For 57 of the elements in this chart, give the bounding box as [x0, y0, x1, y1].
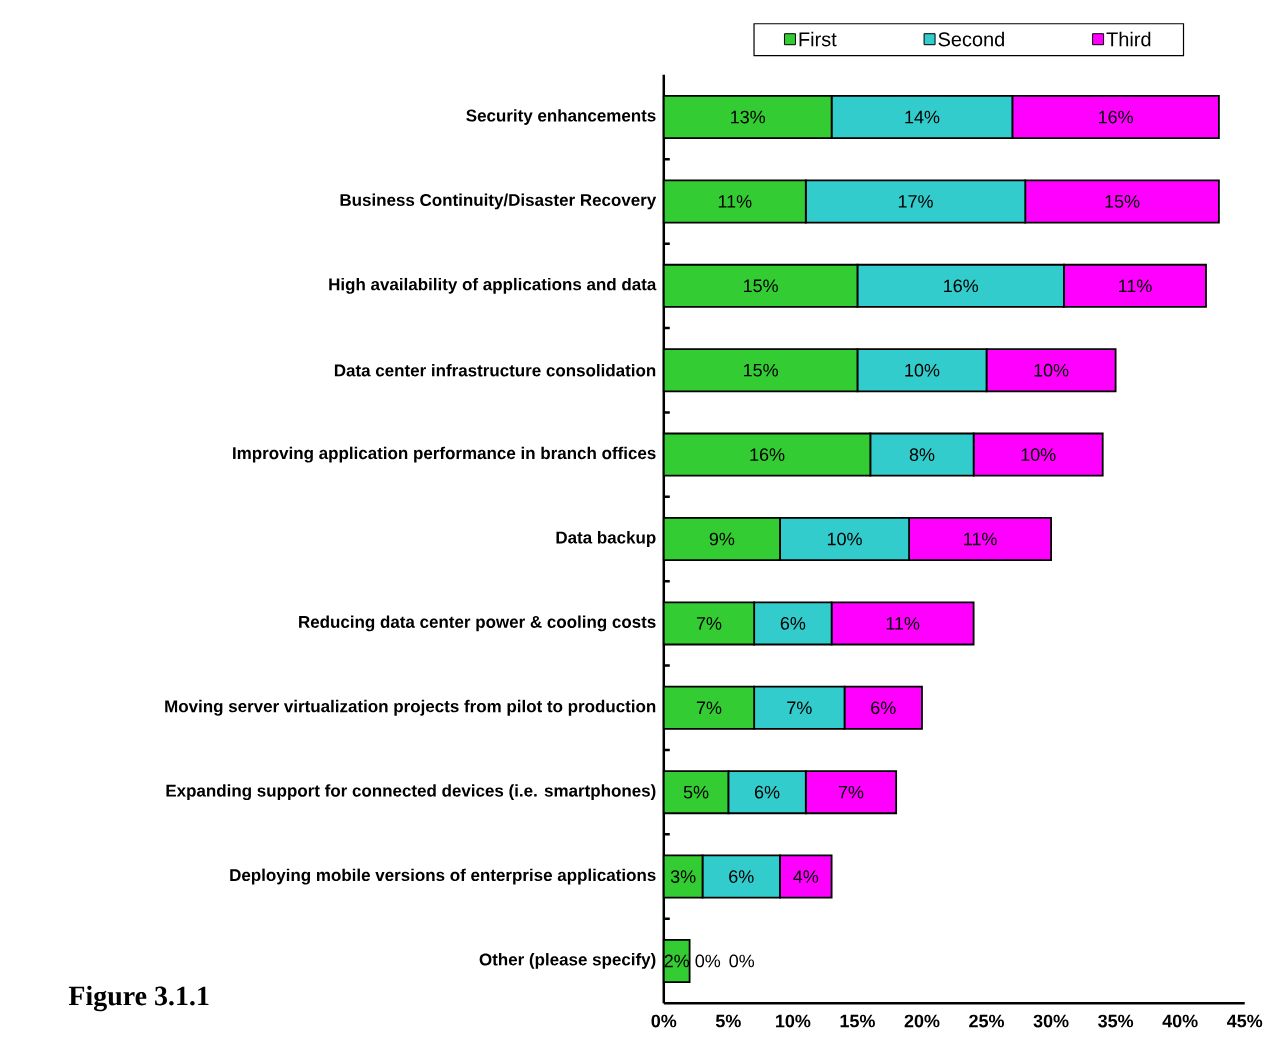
y-tick-label: Expanding support for connected devices (i.e. smartphones): [166, 784, 656, 801]
caption: Figure 3.1.1: [68, 985, 209, 1012]
data-label: 15%: [1105, 195, 1140, 208]
x-tick-label: 45%: [1227, 1014, 1263, 1028]
y-tick-label: Security enhancements: [466, 109, 656, 125]
data-label: 6%: [871, 701, 896, 715]
y-tick-label: High availability of applications and data: [329, 277, 657, 294]
y-tick-label: Reducing data center power & cooling costs: [299, 615, 656, 632]
legend-label: Second: [938, 31, 1004, 47]
data-label: 9%: [709, 532, 735, 546]
y-tick-label: Business Continuity/Disaster Recovery: [340, 193, 657, 210]
x-tick-label: 40%: [1162, 1014, 1198, 1028]
data-label: 8%: [909, 448, 935, 461]
y-tick-label: Data backup: [556, 531, 656, 547]
data-label: 13%: [731, 110, 766, 124]
data-label: 7%: [696, 617, 722, 630]
data-label: 10%: [1034, 363, 1069, 377]
y-tick-label: Moving server virtualization projects from pilot to production: [165, 699, 656, 716]
x-tick-label: 5%: [715, 1014, 741, 1028]
data-label: 7%: [787, 701, 812, 715]
data-label: 10%: [1021, 448, 1056, 461]
data-label: 16%: [750, 448, 785, 461]
x-tick-label: 30%: [1033, 1014, 1069, 1028]
data-label: 6%: [780, 616, 806, 630]
y-tick-label: Other (please specify): [479, 953, 656, 969]
x-tick-label: 25%: [969, 1014, 1005, 1028]
data-label: 4%: [793, 870, 819, 883]
data-label: 15%: [743, 363, 778, 377]
data-label: 7%: [696, 701, 722, 715]
data-label: 15%: [743, 279, 778, 293]
x-tick-label: 20%: [904, 1014, 940, 1028]
data-label: 16%: [1099, 110, 1133, 124]
data-label: 0%: [729, 954, 755, 968]
data-label: 7%: [838, 785, 864, 799]
data-label: 5%: [683, 785, 709, 799]
data-label: 16%: [944, 279, 979, 293]
x-tick-label: 10%: [776, 1014, 811, 1028]
data-label: 11%: [964, 532, 997, 546]
legend-label: Third: [1106, 31, 1151, 47]
data-label: 3%: [670, 870, 696, 883]
x-tick-label: 0%: [651, 1014, 677, 1028]
y-tick-label: Data center infrastructure consolidation: [334, 363, 656, 377]
data-label: 11%: [718, 195, 752, 208]
x-tick-label: 15%: [840, 1014, 875, 1028]
data-label: 10%: [905, 363, 940, 377]
data-label: 11%: [886, 617, 920, 630]
y-tick-label: Deploying mobile versions of enterprise applications: [230, 868, 656, 885]
data-label: 17%: [898, 195, 933, 208]
x-tick-label: 35%: [1098, 1014, 1134, 1028]
data-label: 10%: [827, 532, 862, 546]
data-label: 11%: [1119, 279, 1152, 293]
data-label: 14%: [905, 110, 940, 124]
data-label: 6%: [729, 870, 754, 883]
y-tick-label: Improving application performance in branch offices: [233, 446, 656, 463]
data-label: 0%: [695, 954, 721, 968]
data-label: 6%: [754, 785, 780, 799]
legend-label: First: [799, 31, 837, 47]
